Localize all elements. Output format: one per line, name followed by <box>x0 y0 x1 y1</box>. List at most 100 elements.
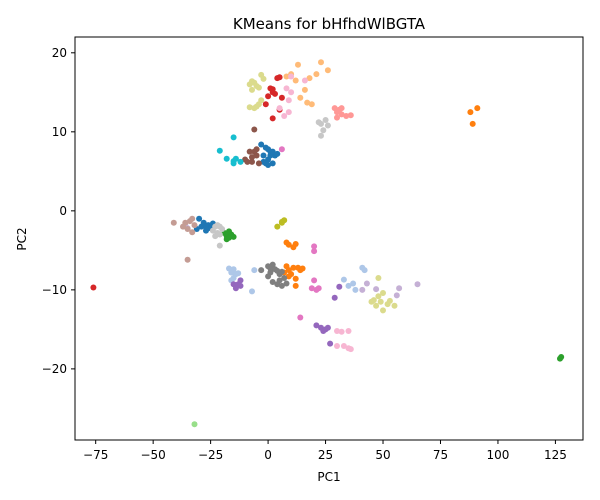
scatter-point <box>216 242 223 249</box>
scatter-point <box>297 94 304 101</box>
x-tick-label: 50 <box>375 448 390 462</box>
scatter-point <box>170 219 177 226</box>
scatter-point <box>90 284 97 291</box>
scatter-point <box>375 293 382 300</box>
scatter-point <box>281 113 288 119</box>
scatter-point <box>327 340 334 347</box>
scatter-point <box>322 117 329 123</box>
scatter-point <box>308 285 315 292</box>
scatter-point <box>304 99 311 106</box>
scatter-point <box>269 86 276 93</box>
y-tick-label: 10 <box>52 125 67 139</box>
x-tick-label: −25 <box>198 448 223 462</box>
scatter-point <box>467 109 474 116</box>
scatter-point <box>269 148 276 155</box>
scatter-point <box>283 85 290 92</box>
scatter-point <box>216 223 223 230</box>
scatter-point <box>393 292 400 299</box>
scatter-point <box>223 155 230 162</box>
scatter-point <box>311 243 318 250</box>
scatter-point <box>318 132 324 139</box>
y-tick-label: −10 <box>42 283 67 297</box>
y-tick-label: 0 <box>59 204 67 218</box>
scatter-point <box>232 155 239 162</box>
scatter-point <box>469 120 476 127</box>
scatter-point <box>299 265 306 272</box>
scatter-point <box>350 280 357 287</box>
scatter-point <box>347 112 354 119</box>
scatter-point <box>265 93 272 100</box>
scatter-point <box>331 294 338 301</box>
scatter-point <box>311 277 318 284</box>
scatter-point <box>278 218 285 225</box>
scatter-point <box>276 277 283 284</box>
scatter-point <box>203 223 209 230</box>
y-tick-label: 20 <box>52 46 67 60</box>
scatter-point <box>361 267 368 274</box>
scatter-point <box>253 152 260 159</box>
scatter-point <box>274 150 281 157</box>
scatter-point <box>216 147 223 154</box>
scatter-point <box>318 59 324 66</box>
scatter-point <box>278 146 285 153</box>
scatter-point <box>237 158 244 165</box>
scatter-point <box>249 154 255 161</box>
x-tick-label: 100 <box>486 448 509 462</box>
scatter-point <box>285 273 292 280</box>
scatter-point <box>373 302 380 309</box>
scatter-point <box>370 297 377 304</box>
scatter-point <box>386 297 393 304</box>
scatter-point <box>347 346 354 353</box>
scatter-point <box>343 113 350 119</box>
scatter-point <box>474 105 481 112</box>
scatter-point <box>320 127 327 134</box>
scatter-point <box>336 283 343 290</box>
scatter-point <box>288 89 295 96</box>
scatter-point <box>301 77 308 84</box>
scatter-point <box>283 280 290 287</box>
scatter-point <box>340 343 347 349</box>
scatter-point <box>265 273 272 280</box>
scatter-point <box>359 286 366 293</box>
scatter-point <box>334 343 340 349</box>
scatter-point <box>315 285 322 292</box>
scatter-point <box>253 146 260 153</box>
scatter-point <box>301 86 308 93</box>
scatter-point <box>189 229 196 236</box>
scatter-point <box>338 105 345 112</box>
scatter-point <box>209 227 216 234</box>
scatter-point <box>324 67 331 74</box>
scatter-point <box>191 222 198 229</box>
scatter-point <box>283 73 290 80</box>
scatter-point <box>230 134 237 141</box>
scatter-point <box>414 281 421 288</box>
scatter-point <box>380 290 386 296</box>
scatter-point <box>306 75 313 82</box>
scatter-point <box>255 84 262 91</box>
x-axis: −75 −50 −25 0 25 50 75 100 125 <box>83 440 567 462</box>
scatter-point <box>212 233 219 240</box>
x-tick-label: −75 <box>83 448 108 462</box>
scatter-point <box>258 97 265 104</box>
points-layer <box>90 59 565 428</box>
y-axis: −20 −10 0 10 20 <box>42 46 75 376</box>
scatter-point <box>285 241 292 248</box>
scatter-point <box>272 90 278 97</box>
scatter-point <box>244 158 251 165</box>
scatter-point <box>396 285 403 292</box>
scatter-point <box>373 286 380 293</box>
scatter-point <box>255 160 262 167</box>
scatter-point <box>251 267 258 274</box>
scatter-point <box>258 141 265 148</box>
scatter-point <box>246 148 253 155</box>
scatter-point <box>334 114 340 121</box>
scatter-point <box>292 241 299 247</box>
scatter-point <box>338 328 345 335</box>
scatter-point <box>184 226 191 232</box>
scatter-point <box>292 77 299 84</box>
scatter-point <box>363 280 370 287</box>
chart-title: KMeans for bHfhdWlBGTA <box>233 15 426 33</box>
scatter-point <box>276 74 283 81</box>
scatter-point <box>278 282 285 289</box>
